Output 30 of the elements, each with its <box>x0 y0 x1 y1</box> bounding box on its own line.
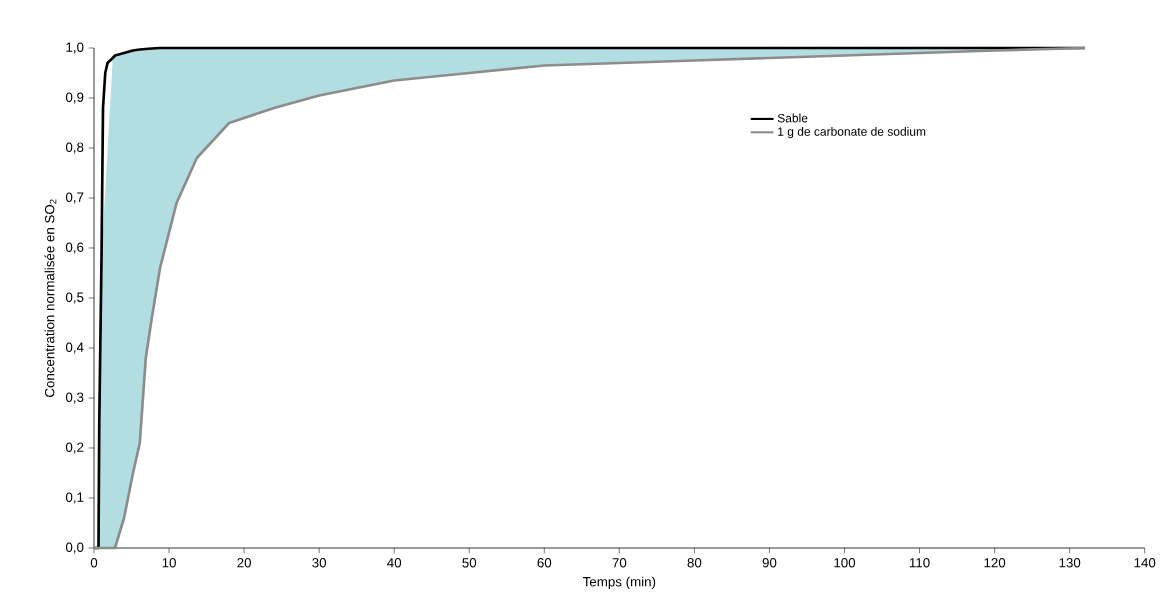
y-tick-label: 0,3 <box>65 392 84 404</box>
y-tick-label: 0,1 <box>65 492 84 504</box>
y-tick-label: 0,8 <box>65 142 84 154</box>
y-tick-label: 0,2 <box>65 442 84 454</box>
x-tick-label: 130 <box>1059 558 1081 568</box>
x-tick-label: 50 <box>462 558 477 568</box>
y-tick-label: 1,0 <box>66 42 84 54</box>
legend-label: Sable <box>777 113 808 123</box>
x-tick-label: 110 <box>909 558 930 568</box>
x-tick-label: 90 <box>762 558 777 568</box>
x-tick-label: 80 <box>687 558 702 568</box>
x-tick-label: 120 <box>984 558 1006 568</box>
y-axis-title: Concentration normalisée en SO$_{2}$ <box>44 199 57 397</box>
x-tick-label: 0 <box>90 558 98 568</box>
y-tick-label: 0,6 <box>65 242 84 254</box>
y-tick-label: 0,5 <box>65 292 84 304</box>
x-tick-label: 100 <box>834 558 856 568</box>
x-axis-title: Temps (min) <box>582 576 656 590</box>
x-tick-label: 140 <box>1134 558 1156 568</box>
x-tick-label: 10 <box>162 558 176 568</box>
x-tick-label: 70 <box>612 558 627 568</box>
x-tick-label: 20 <box>237 558 251 568</box>
legend-label: 1 g de carbonate de sodium <box>778 126 926 139</box>
y-tick-label: 0,9 <box>65 92 84 104</box>
y-tick-label: 0,0 <box>65 542 84 554</box>
y-tick-label: 0,4 <box>65 342 84 354</box>
x-tick-label: 60 <box>537 558 552 568</box>
x-tick-label: 30 <box>312 558 327 568</box>
x-tick-label: 40 <box>387 558 402 568</box>
y-tick-label: 0,7 <box>65 192 84 204</box>
